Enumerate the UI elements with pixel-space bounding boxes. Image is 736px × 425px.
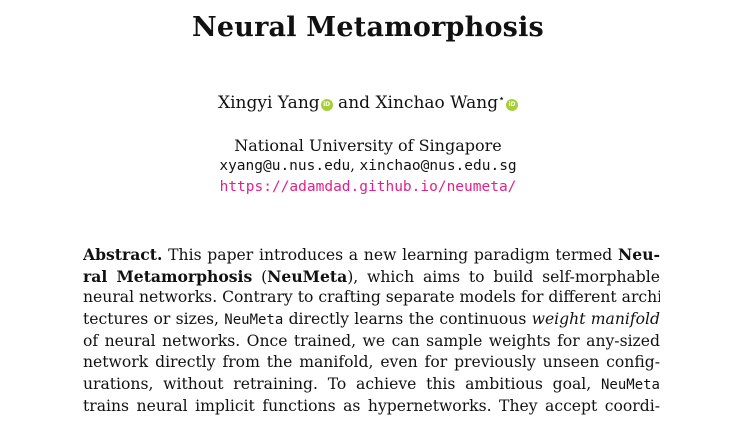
affiliation: National University of Singapore [234, 136, 502, 155]
abstract-text: NeuMeta [267, 266, 348, 286]
abstract-text: NeuMeta [224, 312, 284, 329]
abstract-line: of neural networks. Once trained, we can… [83, 331, 660, 353]
email-separator: , [350, 158, 360, 174]
orcid-icon[interactable]: iD [320, 99, 333, 111]
abstract-line: ral Metamorphosis (NeuMeta), which aims … [83, 266, 660, 288]
abstract-line: tectures or sizes, NeuMeta directly lear… [83, 309, 660, 331]
abstract-text: Neu- [618, 245, 660, 264]
author-name-2: Xinchao Wang [375, 93, 499, 113]
abstract-text: directly learns the continuous [283, 310, 532, 329]
corresponding-author-mark: ⋆ [498, 92, 506, 105]
abstract-text: trains neural implicit functions as hype… [83, 396, 660, 415]
orcid-icon[interactable]: iD [506, 99, 519, 111]
email-1[interactable]: xyang@u.nus.edu [219, 158, 351, 174]
abstract-line: urations, without retraining. To achieve… [83, 374, 660, 396]
abstract-line: network directly from the manifold, even… [83, 352, 660, 374]
author-name-1: Xingyi Yang [217, 93, 320, 113]
abstract-text: ( [252, 267, 268, 286]
abstract-text: tectures or sizes, [83, 310, 225, 329]
abstract-text: urations, without retraining. To achieve… [83, 375, 601, 394]
author-separator: and [332, 93, 376, 113]
abstract-text: ), which aims to build self-morphable [347, 267, 660, 286]
abstract-text: neural networks. Contrary to crafting se… [83, 288, 660, 307]
abstract-text: This paper introduces a new learning par… [162, 246, 619, 264]
email-line: xyang@u.nus.edu, xinchao@nus.edu.sg [0, 158, 736, 174]
abstract-text: ral Metamorphosis [83, 266, 253, 286]
paper-title: Neural Metamorphosis [192, 12, 544, 43]
abstract-heading: Abstract. [83, 245, 163, 264]
abstract-text: weight manifold [531, 310, 660, 329]
abstract-text: of neural networks. Once trained, we can… [83, 331, 660, 350]
email-2[interactable]: xinchao@nus.edu.sg [359, 158, 517, 174]
abstract-text: NeuMeta [600, 377, 660, 394]
abstract-line: Abstract. This paper introduces a new le… [83, 244, 660, 266]
author-line: Xingyi Yang iD and Xinchao Wang⋆ iD [0, 92, 736, 113]
abstract-text: network directly from the manifold, even… [83, 353, 660, 372]
abstract-line: neural networks. Contrary to crafting se… [83, 287, 660, 309]
project-url-link[interactable]: https://adamdad.github.io/neumeta/ [219, 179, 517, 195]
abstract-body: Abstract. This paper introduces a new le… [83, 244, 660, 418]
abstract-line: trains neural implicit functions as hype… [83, 396, 660, 418]
